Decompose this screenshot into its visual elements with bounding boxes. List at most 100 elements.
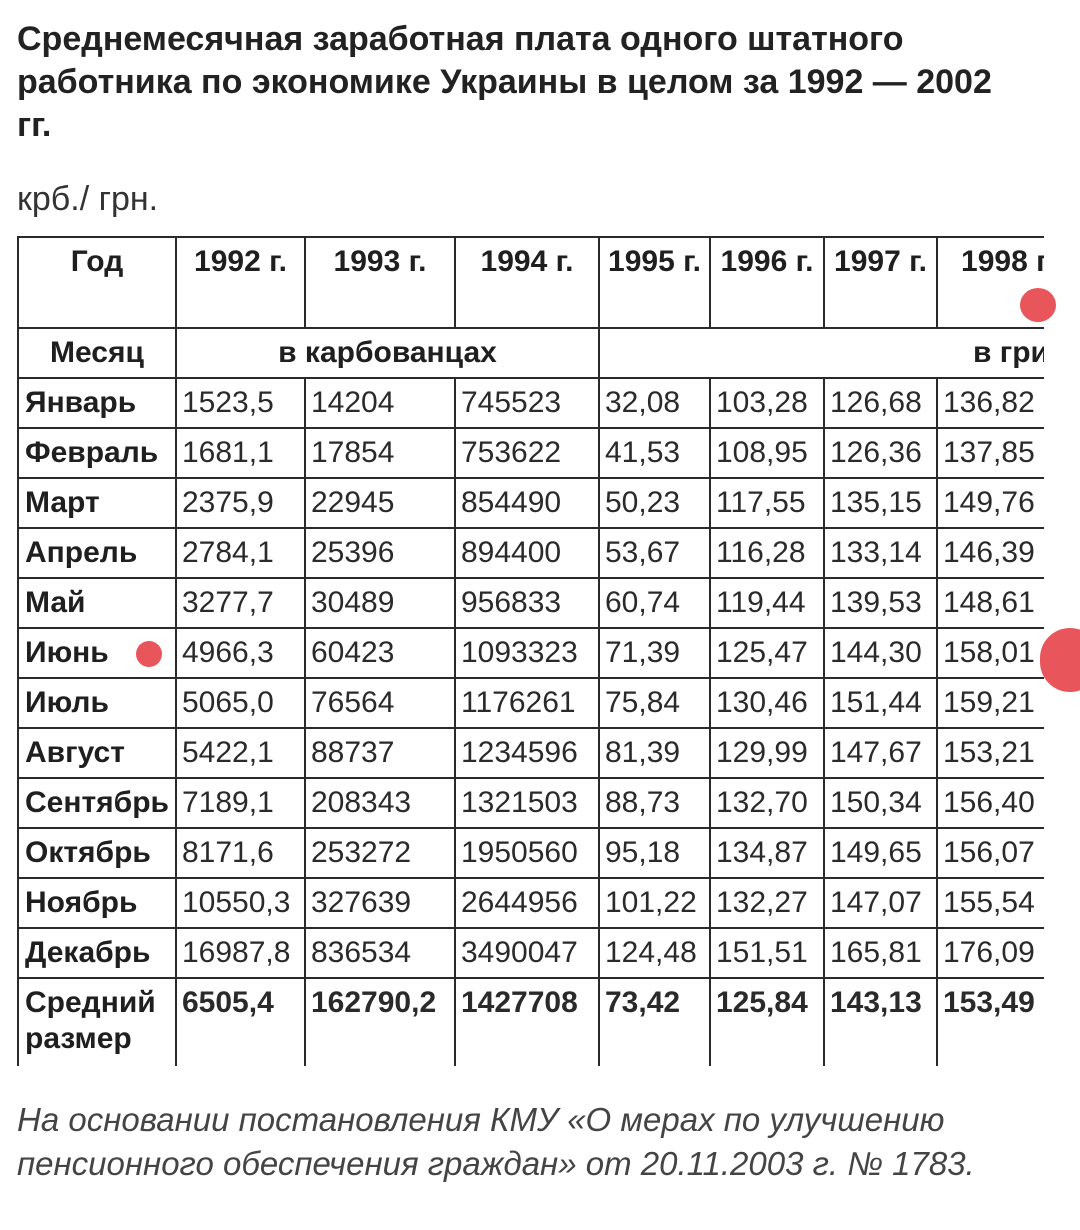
table-row: Ноябрь 10550,3 327639 2644956 101,22 132,27 14… [17,877,1044,929]
value-cell: 60423 [304,627,456,679]
value-cell: 124,48 [598,927,711,979]
value-cell: 150,34 [823,777,938,829]
table-row: Сентябрь 7189,1 208343 1321503 88,73 132,70 15… [17,777,1044,829]
value-cell: 149,65 [823,827,938,879]
value-cell: 176,09 [936,927,1044,979]
value-cell: 126,68 [823,377,938,429]
value-cell: 3277,7 [175,577,306,629]
table-row: Декабрь 16987,8 836534 3490047 124,48 151,51 1… [17,927,1044,979]
value-cell: 253272 [304,827,456,879]
value-cell: 71,39 [598,627,711,679]
currency-grn-cell: в гри [598,327,1044,379]
salary-table-container[interactable]: Год 1992 г. 1993 г. 1994 г. 1995 г. 1996… [17,236,1044,1066]
marker-dot [136,641,162,667]
value-cell: 1234596 [454,727,600,779]
value-cell: 126,36 [823,427,938,479]
month-cell: Февраль [17,427,177,479]
currency-krb-cell: в карбованцах [175,327,600,379]
value-cell: 76564 [304,677,456,729]
value-cell: 149,76 [936,477,1044,529]
value-cell: 151,44 [823,677,938,729]
value-cell: 50,23 [598,477,711,529]
value-cell: 1681,1 [175,427,306,479]
month-cell: Май [17,577,177,629]
value-cell: 116,28 [709,527,825,579]
value-cell: 854490 [454,477,600,529]
value-cell: 132,70 [709,777,825,829]
value-cell: 1093323 [454,627,600,679]
value-cell: 165,81 [823,927,938,979]
value-cell: 95,18 [598,827,711,879]
year-cell: 1993 г. [304,236,456,329]
value-cell: 156,07 [936,827,1044,879]
value-cell: 6505,4 [175,977,306,1066]
year-header-row: Год 1992 г. 1993 г. 1994 г. 1995 г. 1996… [17,236,1044,329]
value-cell: 17854 [304,427,456,479]
value-cell: 75,84 [598,677,711,729]
footnote: На основании постановления КМУ «О мерах … [17,1101,975,1182]
value-cell: 8171,6 [175,827,306,879]
value-cell: 129,99 [709,727,825,779]
value-cell: 153,21 [936,727,1044,779]
month-cell: Июль [17,677,177,729]
value-cell: 125,84 [709,977,825,1066]
value-cell: 22945 [304,477,456,529]
table-row: Февраль 1681,1 17854 753622 41,53 108,95 126,3… [17,427,1044,479]
value-cell: 136,82 [936,377,1044,429]
table-row: Июнь 4966,3 60423 1093323 71,39 125,47 144,30 1… [17,627,1044,679]
value-cell: 88737 [304,727,456,779]
value-cell: 147,07 [823,877,938,929]
value-cell: 134,87 [709,827,825,879]
average-row: Средний размер 6505,4 162790,2 1427708 73,42… [17,977,1044,1066]
value-cell: 1950560 [454,827,600,879]
unit-label: крб./ грн. [17,180,159,218]
currency-header-row: Месяц в карбованцах в гри [17,327,1044,379]
month-cell: Декабрь [17,927,177,979]
value-cell: 151,51 [709,927,825,979]
value-cell: 7189,1 [175,777,306,829]
value-cell: 5065,0 [175,677,306,729]
currency-grn-label: в гри [972,336,1044,369]
value-cell: 159,21 [936,677,1044,729]
value-cell: 146,39 [936,527,1044,579]
value-cell: 153,49 [936,977,1044,1066]
year-cell: 1997 г. [823,236,938,329]
value-cell: 147,67 [823,727,938,779]
month-header-cell: Месяц [17,327,177,379]
year-cell: 1995 г. [598,236,711,329]
value-cell: 1427708 [454,977,600,1066]
value-cell: 125,47 [709,627,825,679]
marker-dot [1020,288,1056,322]
value-cell: 130,46 [709,677,825,729]
value-cell: 30489 [304,577,456,629]
value-cell: 16987,8 [175,927,306,979]
value-cell: 103,28 [709,377,825,429]
value-cell: 208343 [304,777,456,829]
table-row: Март 2375,9 22945 854490 50,23 117,55 135,15 14… [17,477,1044,529]
value-cell: 139,53 [823,577,938,629]
value-cell: 156,40 [936,777,1044,829]
value-cell: 745523 [454,377,600,429]
month-cell: Январь [17,377,177,429]
value-cell: 753622 [454,427,600,479]
value-cell: 132,27 [709,877,825,929]
marker-dot [1040,628,1080,692]
value-cell: 2375,9 [175,477,306,529]
value-cell: 894400 [454,527,600,579]
value-cell: 108,95 [709,427,825,479]
value-cell: 155,54 [936,877,1044,929]
value-cell: 88,73 [598,777,711,829]
value-cell: 10550,3 [175,877,306,929]
month-cell: Средний размер [17,977,177,1066]
table-body: Январь 1523,5 14204 745523 32,08 103,28 126,68… [17,377,1044,1066]
value-cell: 60,74 [598,577,711,629]
value-cell: 5422,1 [175,727,306,779]
value-cell: 4966,3 [175,627,306,679]
value-cell: 144,30 [823,627,938,679]
value-cell: 2644956 [454,877,600,929]
value-cell: 3490047 [454,927,600,979]
value-cell: 32,08 [598,377,711,429]
value-cell: 73,42 [598,977,711,1066]
salary-table: Год 1992 г. 1993 г. 1994 г. 1995 г. 1996… [17,236,1044,1066]
value-cell: 2784,1 [175,527,306,579]
